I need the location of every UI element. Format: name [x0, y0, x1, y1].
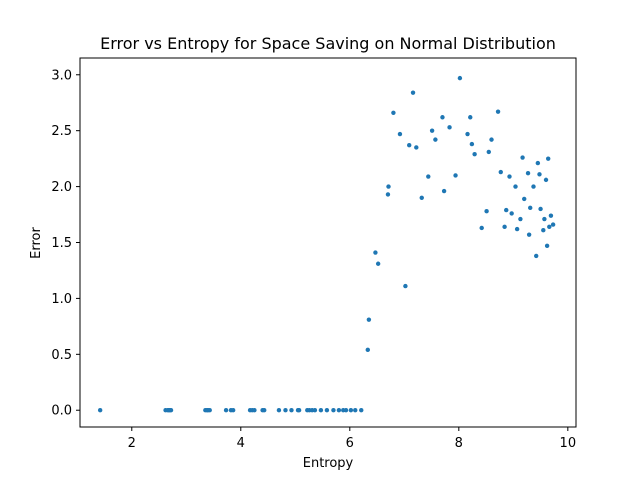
- data-point: [366, 317, 372, 322]
- x-tick-label: 2: [128, 436, 136, 451]
- data-point: [97, 408, 103, 413]
- data-point: [520, 155, 525, 160]
- data-point: [535, 160, 541, 166]
- x-tick-label: 6: [346, 436, 354, 451]
- y-tick-label: 0.5: [51, 348, 72, 363]
- data-point: [324, 408, 330, 413]
- y-tick-label: 2.0: [51, 180, 72, 195]
- data-point: [544, 243, 550, 249]
- data-point: [407, 143, 412, 148]
- data-point: [513, 184, 518, 189]
- data-point: [469, 141, 475, 147]
- data-point: [486, 149, 491, 155]
- data-point: [262, 408, 267, 413]
- data-point: [547, 224, 552, 230]
- x-axis-label: Entropy: [303, 456, 354, 471]
- x-tick-label: 10: [560, 436, 577, 451]
- data-point: [465, 131, 470, 137]
- data-point: [403, 283, 408, 289]
- data-point: [410, 90, 416, 95]
- data-point: [518, 216, 523, 222]
- data-point: [289, 408, 294, 413]
- data-point: [223, 408, 229, 413]
- data-point: [507, 174, 512, 179]
- data-point: [537, 172, 542, 177]
- data-point: [336, 408, 342, 413]
- data-point: [252, 408, 257, 413]
- data-point: [538, 206, 543, 212]
- data-point: [546, 156, 551, 161]
- y-tick-label: 1.0: [51, 292, 72, 307]
- data-point: [373, 250, 378, 255]
- data-point: [514, 226, 520, 232]
- y-tick-label: 0.0: [51, 404, 72, 419]
- data-point: [489, 137, 494, 142]
- data-point: [296, 408, 302, 413]
- data-point: [550, 222, 556, 227]
- data-point: [504, 207, 509, 213]
- data-point: [453, 173, 458, 178]
- data-point: [359, 408, 364, 413]
- chart-title: Error vs Entropy for Space Saving on Nor…: [100, 34, 556, 53]
- data-point: [385, 192, 391, 197]
- x-tick-label: 4: [237, 436, 245, 451]
- data-point: [353, 408, 358, 413]
- data-point: [502, 224, 507, 230]
- data-point: [479, 225, 484, 231]
- y-tick-label: 2.5: [51, 124, 72, 139]
- data-point: [440, 115, 445, 120]
- data-point: [168, 408, 174, 413]
- data-point: [230, 408, 236, 413]
- data-point: [276, 408, 282, 413]
- x-axis-ticks: 2 4 6 8 10: [128, 427, 576, 451]
- x-tick-label: 8: [455, 436, 463, 451]
- y-tick-label: 1.5: [51, 236, 72, 251]
- y-tick-label: 3.0: [51, 68, 72, 83]
- data-point: [331, 408, 336, 413]
- data-point: [426, 174, 431, 179]
- data-point: [441, 188, 447, 194]
- data-point: [498, 169, 503, 175]
- data-point: [534, 253, 539, 259]
- data-point: [397, 131, 403, 137]
- data-point: [365, 347, 370, 353]
- data-point: [509, 211, 514, 216]
- data-point: [541, 228, 546, 233]
- data-point: [391, 110, 396, 115]
- data-point: [433, 137, 438, 142]
- y-axis-ticks: 0.0 0.5 1.0 1.5 2.0 2.5 3.0: [51, 68, 80, 419]
- data-point: [343, 408, 349, 413]
- data-point: [522, 196, 527, 202]
- data-point: [348, 408, 354, 413]
- data-point: [525, 170, 531, 176]
- data-point: [447, 125, 452, 130]
- data-point: [468, 115, 473, 120]
- plot-area-frame: [79, 57, 577, 428]
- points-layer: [97, 75, 556, 413]
- data-point: [318, 408, 324, 413]
- data-point: [472, 151, 477, 157]
- data-point: [414, 145, 419, 150]
- data-point: [528, 205, 533, 211]
- y-axis-label: Error: [29, 227, 44, 259]
- data-point: [548, 213, 554, 218]
- data-point: [543, 177, 549, 183]
- data-point: [542, 216, 547, 222]
- data-point: [375, 261, 381, 266]
- data-point: [526, 232, 532, 237]
- data-point: [207, 408, 212, 413]
- data-point: [283, 408, 288, 413]
- data-point: [531, 184, 536, 189]
- data-point: [484, 208, 489, 214]
- data-point: [419, 195, 424, 200]
- data-point: [457, 75, 463, 81]
- data-point: [312, 408, 318, 413]
- data-point: [386, 184, 391, 189]
- data-point: [429, 128, 435, 133]
- data-point: [495, 109, 501, 114]
